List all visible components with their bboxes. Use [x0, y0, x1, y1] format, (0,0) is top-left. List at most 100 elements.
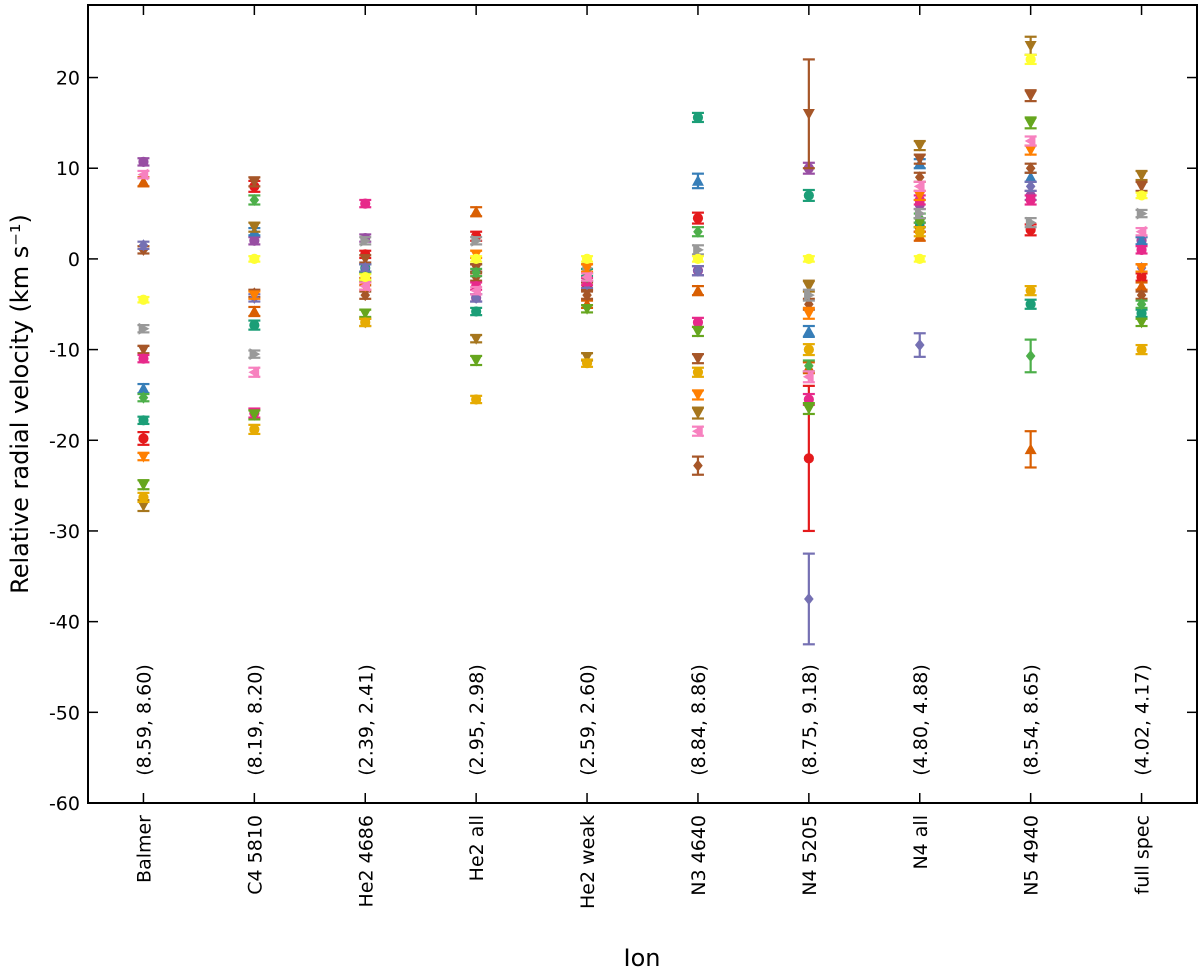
- marker: [137, 451, 150, 463]
- marker: [913, 180, 925, 193]
- x-tick-label: N4 5205: [799, 815, 821, 896]
- marker: [249, 253, 260, 265]
- marker: [1136, 298, 1147, 311]
- marker: [1136, 207, 1148, 220]
- y-tick-label: 0: [68, 249, 80, 271]
- marker: [360, 317, 371, 328]
- marker: [913, 140, 926, 152]
- marker: [581, 352, 594, 363]
- marker: [1135, 263, 1148, 274]
- marker: [804, 359, 814, 372]
- marker: [137, 479, 150, 491]
- marker: [691, 284, 704, 296]
- marker: [1025, 285, 1036, 296]
- marker: [248, 290, 261, 302]
- marker: [471, 266, 481, 279]
- y-tick-label: -50: [49, 702, 80, 724]
- marker: [692, 112, 704, 123]
- marker: [249, 193, 260, 206]
- marker: [1025, 299, 1036, 310]
- x-tick-label: full spec: [1132, 815, 1154, 894]
- marker: [692, 213, 704, 224]
- marker: [1135, 181, 1148, 193]
- y-tick-label: 10: [56, 158, 80, 180]
- marker: [138, 294, 149, 305]
- marker: [1135, 225, 1147, 238]
- marker: [248, 177, 261, 188]
- marker: [913, 217, 926, 229]
- marker: [470, 355, 483, 367]
- marker: [803, 253, 814, 265]
- annotation: (2.59, 2.60): [577, 664, 599, 776]
- marker: [803, 453, 814, 464]
- marker: [804, 592, 814, 605]
- marker: [1136, 308, 1147, 319]
- marker: [1024, 171, 1037, 183]
- marker: [581, 303, 594, 315]
- x-tick-label: He2 weak: [577, 815, 599, 909]
- marker: [914, 253, 925, 265]
- x-axis-label: Ion: [624, 944, 661, 972]
- x-tick-label: N3 4640: [688, 815, 710, 896]
- marker: [1024, 118, 1037, 129]
- marker: [359, 308, 372, 320]
- marker: [138, 492, 149, 503]
- marker: [1025, 180, 1036, 193]
- data-layer: [137, 35, 1148, 646]
- marker: [471, 253, 482, 265]
- marker: [137, 168, 149, 181]
- marker: [693, 264, 703, 277]
- marker: [803, 344, 814, 355]
- marker: [691, 353, 704, 365]
- marker: [802, 370, 814, 383]
- marker: [360, 271, 371, 283]
- y-tick-label: -30: [49, 521, 80, 543]
- y-tick-label: -60: [49, 793, 80, 815]
- marker: [471, 234, 483, 247]
- x-tick-label: C4 5810: [244, 815, 266, 895]
- marker: [802, 281, 815, 293]
- marker: [693, 243, 704, 256]
- x-tick-label: Balmer: [133, 815, 155, 883]
- marker: [470, 284, 481, 297]
- marker: [1135, 170, 1148, 182]
- marker: [360, 234, 372, 247]
- y-tick-label: -40: [49, 612, 80, 634]
- marker: [691, 174, 704, 186]
- marker: [804, 289, 815, 302]
- annotation: (8.19, 8.20): [244, 664, 266, 776]
- x-tick-label: N4 all: [910, 815, 932, 870]
- marker: [137, 500, 150, 512]
- annotation: (4.80, 4.88): [910, 664, 932, 776]
- marker: [1024, 145, 1037, 157]
- y-tick-label: 20: [56, 68, 80, 90]
- marker: [581, 271, 592, 284]
- marker: [1024, 443, 1037, 455]
- marker: [692, 317, 704, 328]
- marker: [1024, 135, 1036, 148]
- marker: [1136, 271, 1147, 283]
- x-tick-label: He2 all: [466, 815, 488, 881]
- marker: [691, 425, 703, 438]
- marker: [693, 225, 703, 238]
- marker: [802, 109, 815, 120]
- marker: [248, 222, 261, 234]
- marker: [1136, 244, 1147, 255]
- marker: [359, 254, 372, 265]
- marker: [249, 320, 260, 331]
- marker: [1025, 162, 1036, 175]
- marker: [1025, 349, 1036, 362]
- marker: [359, 280, 371, 293]
- annotation: (8.59, 8.60): [133, 664, 155, 776]
- marker: [692, 253, 704, 265]
- marker: [138, 391, 149, 404]
- marker: [914, 339, 925, 352]
- marker: [1135, 234, 1148, 246]
- marker: [803, 190, 814, 201]
- marker: [470, 205, 483, 217]
- marker: [137, 382, 150, 394]
- marker: [1024, 90, 1037, 102]
- annotation: (4.02, 4.17): [1132, 664, 1154, 776]
- marker: [138, 415, 149, 426]
- annotation: (8.84, 8.86): [688, 664, 710, 776]
